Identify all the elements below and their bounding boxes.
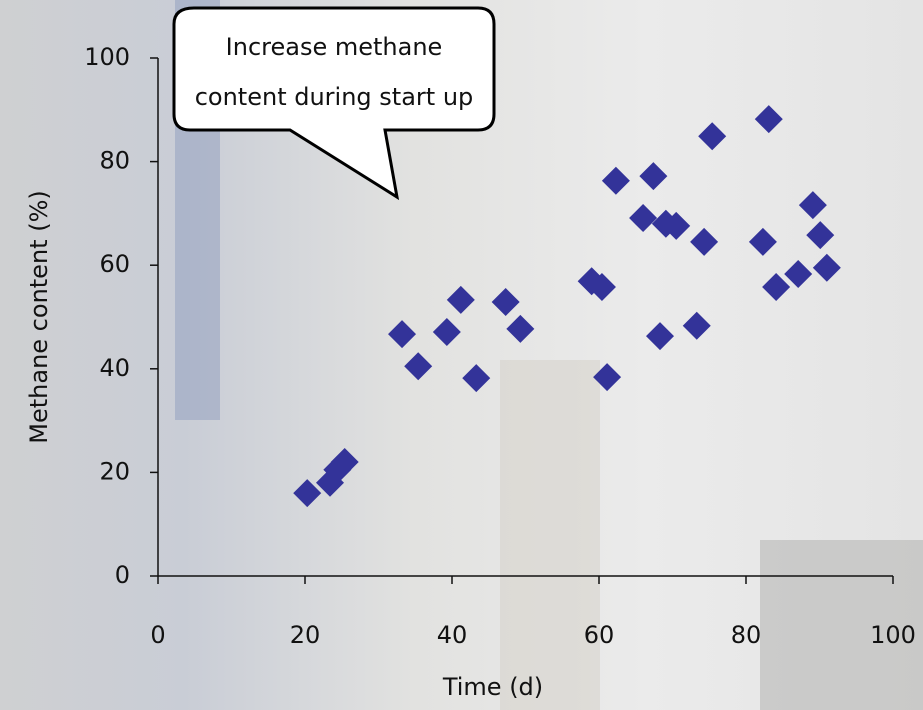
x-tick-label: 80 (731, 621, 762, 649)
y-tick-label: 80 (99, 147, 130, 175)
annotation: Increase methane (226, 33, 443, 61)
x-tick-label: 0 (150, 621, 165, 649)
y-axis-label: Methane content (%) (25, 190, 53, 443)
x-tick-label: 100 (870, 621, 916, 649)
photo-detail (500, 360, 600, 710)
x-tick-label: 20 (290, 621, 321, 649)
y-tick-label: 60 (99, 250, 130, 278)
y-tick-label: 20 (99, 457, 130, 485)
x-axis-label: Time (d) (442, 673, 543, 701)
chart: Increase methane content during start up… (0, 0, 923, 710)
y-tick-label: 40 (99, 354, 130, 382)
x-tick-label: 60 (584, 621, 615, 649)
annotation: content during start up (195, 83, 474, 111)
y-tick-label: 100 (84, 43, 130, 71)
y-tick-label: 0 (115, 561, 130, 589)
x-tick-label: 40 (437, 621, 468, 649)
